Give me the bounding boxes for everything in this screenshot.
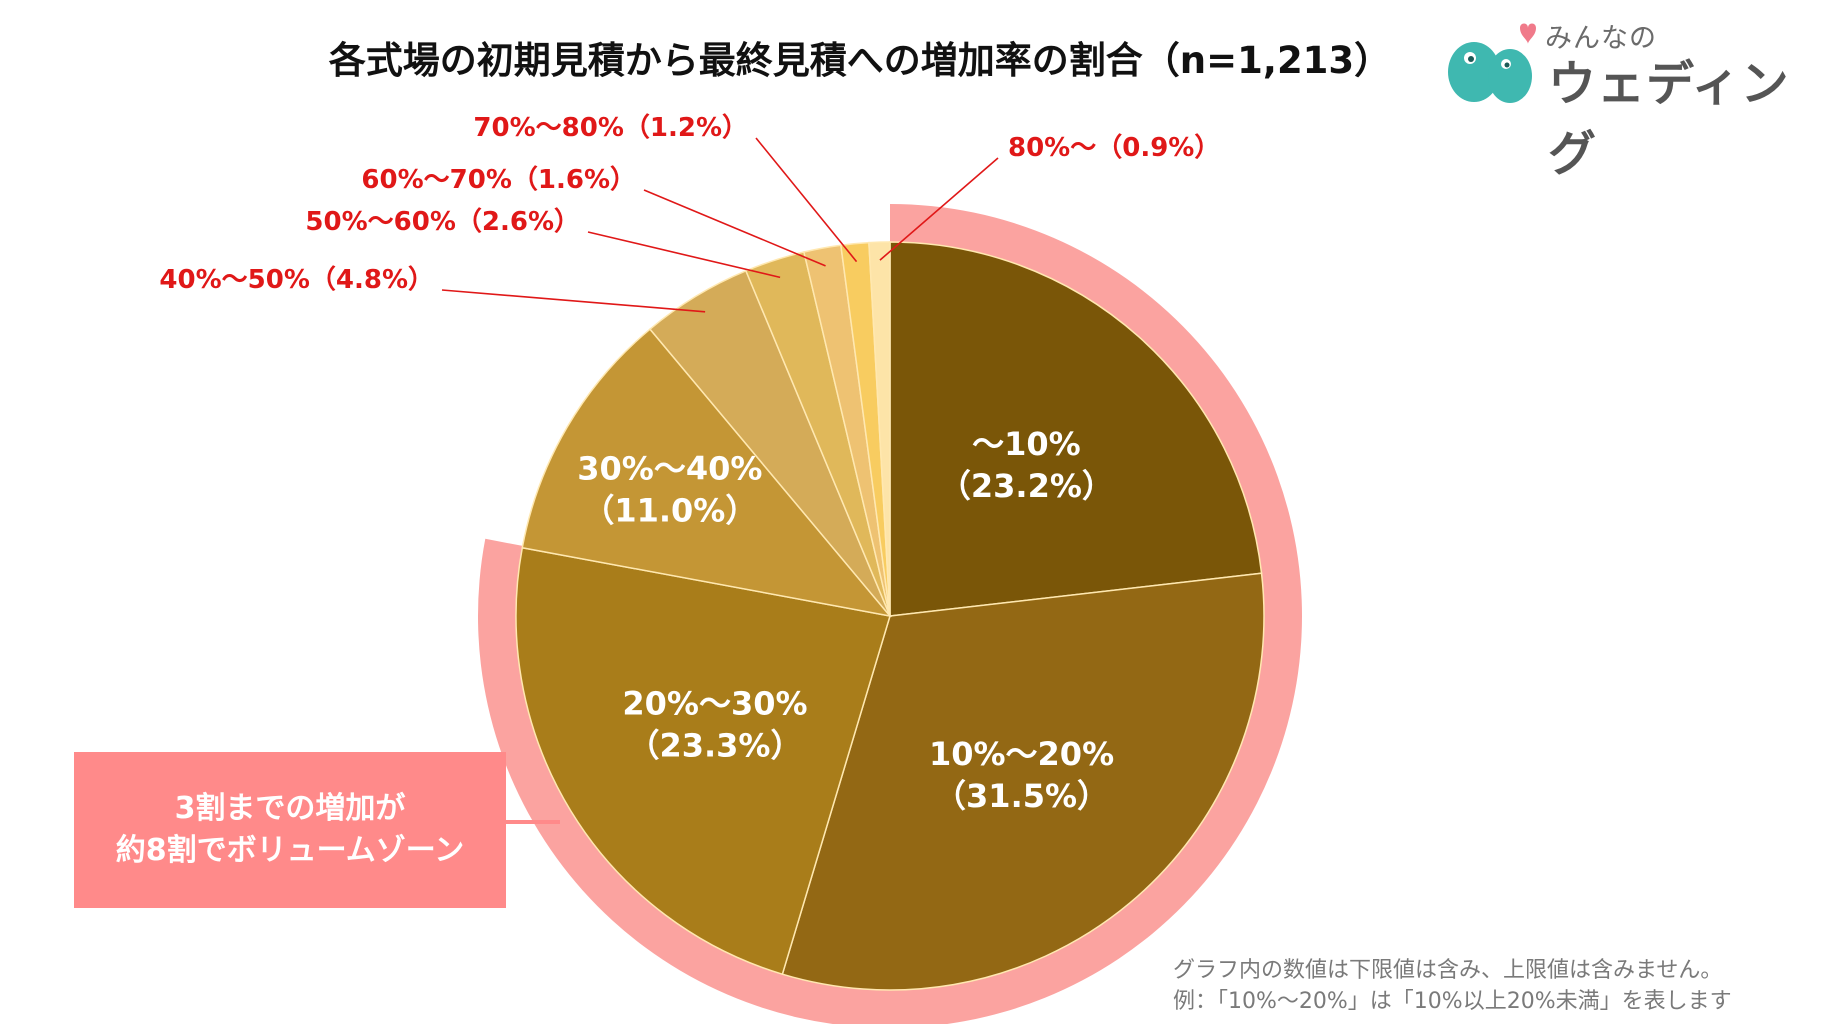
- slice-label-outside: 80%～（0.9%）: [1008, 133, 1220, 163]
- leader-line: [879, 157, 999, 261]
- leader-line: [755, 137, 858, 263]
- bird-logo-icon: [1448, 23, 1536, 103]
- brand-logo: [1440, 14, 1810, 114]
- slice-label: 20%～30%（23.3%）: [622, 685, 807, 765]
- slice-label-outside: 60%～70%（1.6%）: [361, 165, 636, 195]
- pie-slices: [515, 241, 1265, 991]
- footnote-line-1: グラフ内の数値は下限値は含み、上限値は含みません。: [1173, 958, 1723, 983]
- footnote-line-2: 例：「10%～20%」は「10%以上20%未満」を表します: [1173, 989, 1732, 1014]
- leader-line: [643, 189, 826, 267]
- chart-title: 各式場の初期見積から最終見積への増加率の割合（n=1,213）: [328, 39, 1392, 82]
- pie-slice: [889, 241, 1263, 617]
- callout-line-1: 3割までの増加が: [174, 791, 406, 826]
- volume-zone-callout: 3割までの増加が 約8割でボリュームゾーン: [74, 752, 506, 908]
- pie-slice: [515, 546, 891, 976]
- pie-slice: [868, 241, 891, 617]
- pie-slice: [781, 572, 1265, 991]
- logo-text-large: ウェディング: [1548, 56, 1790, 182]
- slice-label-outside: 70%～80%（1.2%）: [473, 113, 748, 143]
- pie-labels: ～10%（23.2%） 10%～20%（31.5%） 20%～30%（23.3%） 3…: [159, 113, 1220, 815]
- leader-line: [587, 231, 781, 279]
- callout-line-2: 約8割でボリュームゾーン: [115, 833, 465, 868]
- slice-label: 10%～20%（31.5%）: [929, 735, 1114, 815]
- pie-slice: [521, 328, 892, 618]
- slice-label: ～10%（23.2%）: [939, 425, 1114, 505]
- slice-label: 30%～40%（11.0%）: [577, 449, 762, 529]
- slice-label-outside: 40%～50%（4.8%）: [159, 265, 434, 295]
- leader-line: [441, 289, 706, 313]
- logo-text-small: みんなの: [1545, 23, 1657, 54]
- footnote: グラフ内の数値は下限値は含み、上限値は含みません。 例：「10%～20%」は「1…: [1173, 955, 1732, 1017]
- slice-label-outside: 50%～60%（2.6%）: [305, 207, 580, 237]
